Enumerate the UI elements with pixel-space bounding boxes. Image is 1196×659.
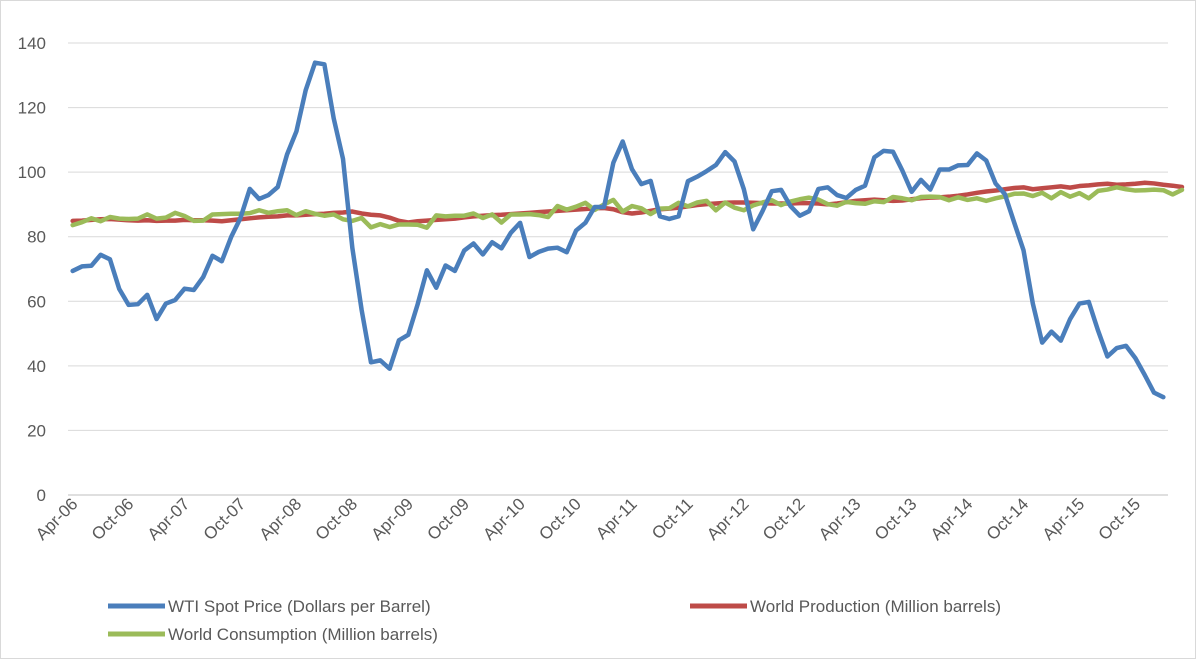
y-axis-tick-labels: 0 20 40 60 80 100 120 140 — [18, 34, 46, 505]
series-lines — [70, 60, 1185, 400]
legend-item-consumption: World Consumption (Million barrels) — [108, 625, 438, 644]
y-tick-label: 60 — [27, 292, 46, 311]
y-tick-label: 0 — [37, 486, 46, 505]
legend: WTI Spot Price (Dollars per Barrel) Worl… — [108, 597, 1001, 644]
x-tick-label: Apr-11 — [592, 494, 641, 543]
legend-item-production: World Production (Million barrels) — [690, 597, 1001, 616]
x-tick-label: Apr-13 — [815, 494, 865, 544]
x-tick-label: Apr-08 — [256, 494, 306, 544]
y-tick-label: 80 — [27, 228, 46, 247]
x-tick-label: Apr-10 — [479, 494, 529, 544]
y-tick-label: 20 — [27, 421, 46, 440]
x-tick-label: Apr-12 — [703, 494, 753, 544]
x-tick-label: Oct-08 — [312, 494, 362, 544]
series-line-1 — [70, 180, 1185, 225]
x-tick-label: Oct-15 — [1095, 494, 1145, 544]
series-line-0 — [70, 60, 1166, 400]
x-tick-label: Apr-15 — [1039, 494, 1089, 544]
legend-label-production: World Production (Million barrels) — [750, 597, 1001, 616]
y-tick-label: 40 — [27, 357, 46, 376]
x-tick-label: Oct-09 — [423, 494, 473, 544]
x-tick-label: Oct-11 — [648, 494, 697, 543]
x-tick-label: Oct-12 — [759, 494, 809, 544]
series-line-2 — [70, 185, 1185, 230]
x-tick-label: Oct-13 — [871, 494, 921, 544]
x-tick-label: Oct-10 — [535, 494, 585, 544]
y-tick-label: 100 — [18, 163, 46, 182]
x-tick-label: Oct-07 — [200, 494, 250, 544]
y-tick-label: 140 — [18, 34, 46, 53]
x-tick-label: Oct-14 — [983, 494, 1033, 544]
x-tick-label: Apr-14 — [927, 494, 977, 544]
gridlines — [68, 42, 1168, 431]
x-axis-tick-labels: Apr-06 Oct-06 Apr-07 Oct-07 Apr-08 Oct-08 Apr-… — [32, 494, 1144, 544]
legend-item-wti: WTI Spot Price (Dollars per Barrel) — [108, 597, 431, 616]
legend-label-consumption: World Consumption (Million barrels) — [168, 625, 438, 644]
x-tick-label: Oct-06 — [88, 494, 138, 544]
legend-label-wti: WTI Spot Price (Dollars per Barrel) — [168, 597, 431, 616]
x-tick-label: Apr-07 — [144, 494, 194, 544]
x-tick-label: Apr-09 — [368, 494, 418, 544]
y-tick-label: 120 — [18, 99, 46, 118]
